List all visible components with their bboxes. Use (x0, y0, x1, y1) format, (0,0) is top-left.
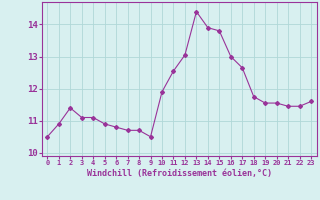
X-axis label: Windchill (Refroidissement éolien,°C): Windchill (Refroidissement éolien,°C) (87, 169, 272, 178)
